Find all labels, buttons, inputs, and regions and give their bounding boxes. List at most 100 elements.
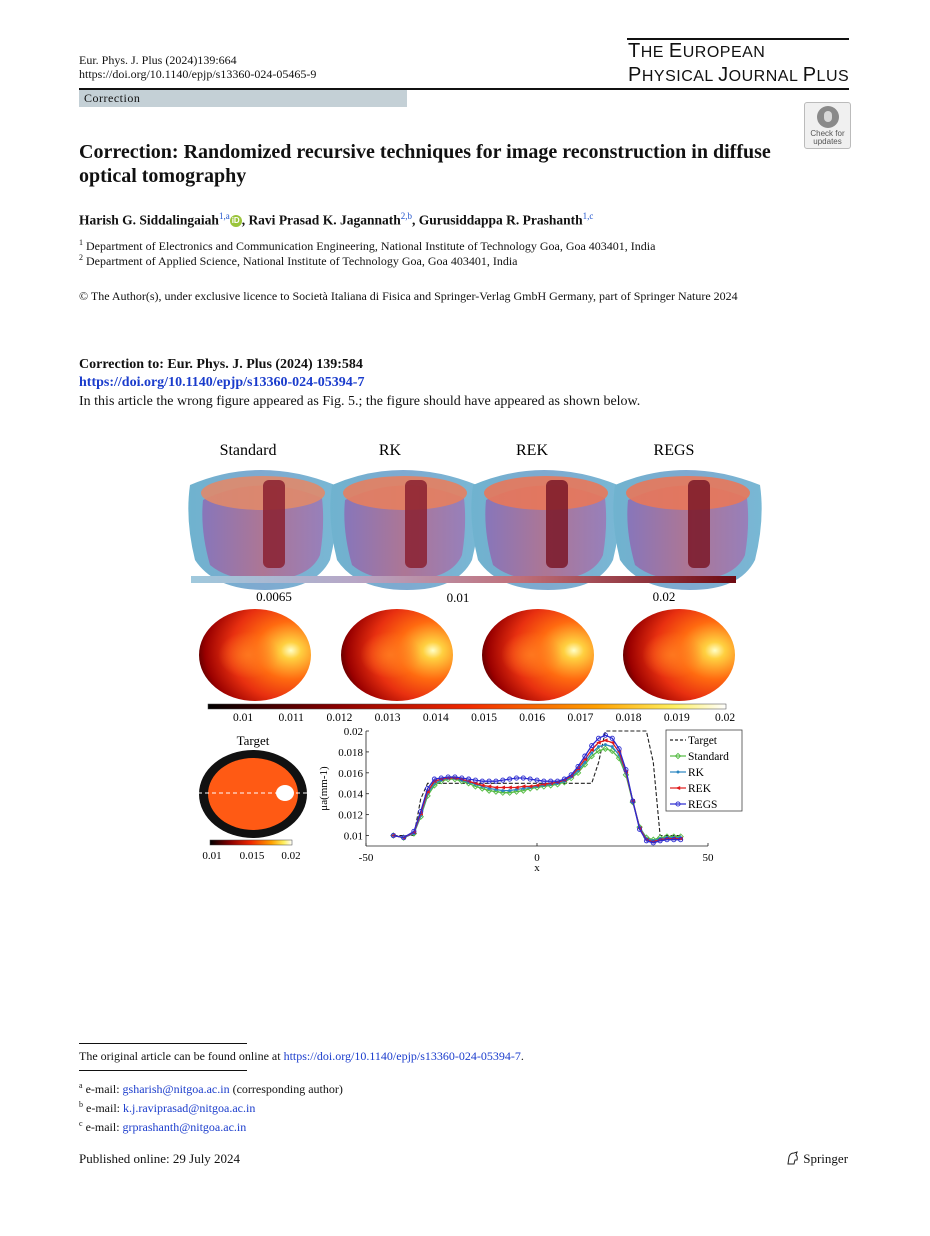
copyright-line: © The Author(s), under exclusive licence… [79, 289, 738, 303]
point-rek [486, 784, 492, 789]
target-tick-0: 0.01 [202, 850, 221, 862]
point-rek [596, 740, 601, 745]
point-regs [548, 778, 554, 784]
volume-colorbar [191, 576, 736, 583]
chart-legend: Target Standard RK REK REGS [665, 729, 743, 812]
point-standard [472, 783, 479, 790]
point-regs [479, 778, 485, 784]
point-regs [411, 828, 417, 834]
publisher-logo: Springer [786, 1151, 848, 1167]
point-regs [630, 798, 636, 804]
legend-marker [675, 786, 681, 790]
slice-tick-label: 0.012 [326, 712, 352, 724]
slice-tick-label: 0.017 [567, 712, 593, 724]
orcid-icon[interactable]: iD [229, 215, 242, 228]
point-rk [597, 745, 601, 749]
email-link-b[interactable]: k.j.raviprasad@nitgoa.ac.in [122, 1101, 256, 1115]
point-regs [527, 776, 533, 782]
point-standard [506, 789, 513, 796]
point-regs [596, 735, 602, 741]
legend-marker [676, 770, 680, 774]
original-article-link[interactable]: https://doi.org/10.1140/epjp/s13360-024-… [283, 1049, 521, 1063]
point-rk [508, 789, 512, 793]
point-regs [664, 837, 670, 843]
volume-panel-rk [330, 470, 479, 590]
figure-5: Standard RK REK REGS 0.0065 0.01 0.02 0.… [188, 442, 762, 874]
target-disk [198, 750, 308, 838]
point-rek [527, 784, 533, 789]
footnote-b: b e-mail: k.j.raviprasad@nitgoa.ac.in [79, 1100, 256, 1115]
legend-marker [675, 801, 681, 807]
article-doi[interactable]: https://doi.org/10.1140/epjp/s13360-024-… [79, 67, 317, 81]
point-regs [582, 753, 588, 759]
legend-label: Standard [688, 751, 729, 763]
panel-label-rk: RK [379, 442, 402, 459]
slice-tick-label: 0.019 [664, 712, 690, 724]
y-tick-label: 0.012 [338, 810, 363, 822]
point-regs [459, 775, 465, 781]
y-tick-label: 0.016 [338, 768, 363, 780]
volume-panel-regs [613, 470, 762, 590]
x-tick-label: 0 [534, 852, 540, 864]
x-axis-label: x [534, 862, 540, 874]
slice-tick-label: 0.011 [278, 712, 304, 724]
point-standard [485, 787, 493, 794]
target-tick-2: 0.02 [281, 850, 300, 862]
springer-horse-icon [787, 1151, 798, 1165]
point-rek [500, 785, 505, 790]
point-regs [472, 777, 478, 783]
footnote-rule-bottom [79, 1070, 247, 1071]
point-standard [609, 747, 616, 755]
point-regs [650, 840, 656, 846]
check-for-updates-badge[interactable]: Check for updates [804, 102, 851, 149]
point-rek [493, 785, 499, 790]
series-line-target [393, 730, 681, 837]
slice-tick-label: 0.01 [233, 712, 253, 724]
point-standard [499, 789, 507, 796]
footnote-c: c e-mail: grprashanth@nitgoa.ac.in [79, 1119, 247, 1134]
point-regs [561, 776, 567, 782]
slice-colorbar-ticks: 0.01 0.011 0.012 0.013 0.014 0.015 0.016 0.017 0… [233, 712, 735, 724]
point-rek [479, 783, 485, 788]
point-regs [534, 777, 540, 783]
panel-label-regs: REGS [654, 442, 695, 459]
target-label: Target [237, 733, 270, 748]
volume-tick-1: 0.01 [447, 590, 470, 605]
point-rk [590, 751, 594, 755]
affiliation-2: 2 Department of Applied Science, Nationa… [79, 253, 518, 268]
y-tick-label: 0.018 [338, 747, 363, 759]
point-standard [622, 771, 630, 779]
volume-tick-2: 0.02 [653, 589, 676, 604]
y-tick-label: 0.02 [344, 726, 363, 738]
journal-title: THE EUROPEAN PHYSICAL JOURNAL PLUS [628, 40, 850, 86]
point-rek [520, 784, 526, 789]
point-standard [595, 747, 602, 755]
point-regs [401, 835, 407, 841]
point-rek [514, 785, 519, 790]
legend-label: REK [688, 783, 712, 795]
point-rk [610, 745, 614, 749]
email-link-c[interactable]: grprashanth@nitgoa.ac.in [122, 1120, 247, 1134]
point-regs [602, 732, 608, 738]
point-regs [554, 778, 561, 784]
point-regs [616, 746, 622, 752]
correction-doi-link[interactable]: https://doi.org/10.1140/epjp/s13360-024-… [79, 375, 365, 390]
profile-line-chart: 0.01 0.012 0.014 0.016 0.018 0.02 -50 0 50 x μa(mm… [318, 726, 743, 874]
x-tick-label: 50 [703, 852, 715, 864]
point-regs [438, 775, 444, 781]
point-regs [657, 838, 663, 844]
email-link-a[interactable]: gsharish@nitgoa.ac.in [122, 1082, 230, 1096]
point-regs [589, 743, 595, 749]
point-standard [602, 745, 609, 753]
point-rek [589, 747, 594, 752]
point-regs [678, 837, 684, 843]
series-line-regs [393, 734, 681, 844]
point-rek [609, 740, 615, 745]
point-standard [513, 788, 520, 795]
point-rek [390, 833, 396, 838]
bookmark-icon [816, 106, 839, 128]
point-regs [575, 763, 581, 770]
slice-disk-regs [623, 609, 735, 701]
slice-tick-label: 0.018 [616, 712, 642, 724]
point-regs [637, 826, 643, 832]
